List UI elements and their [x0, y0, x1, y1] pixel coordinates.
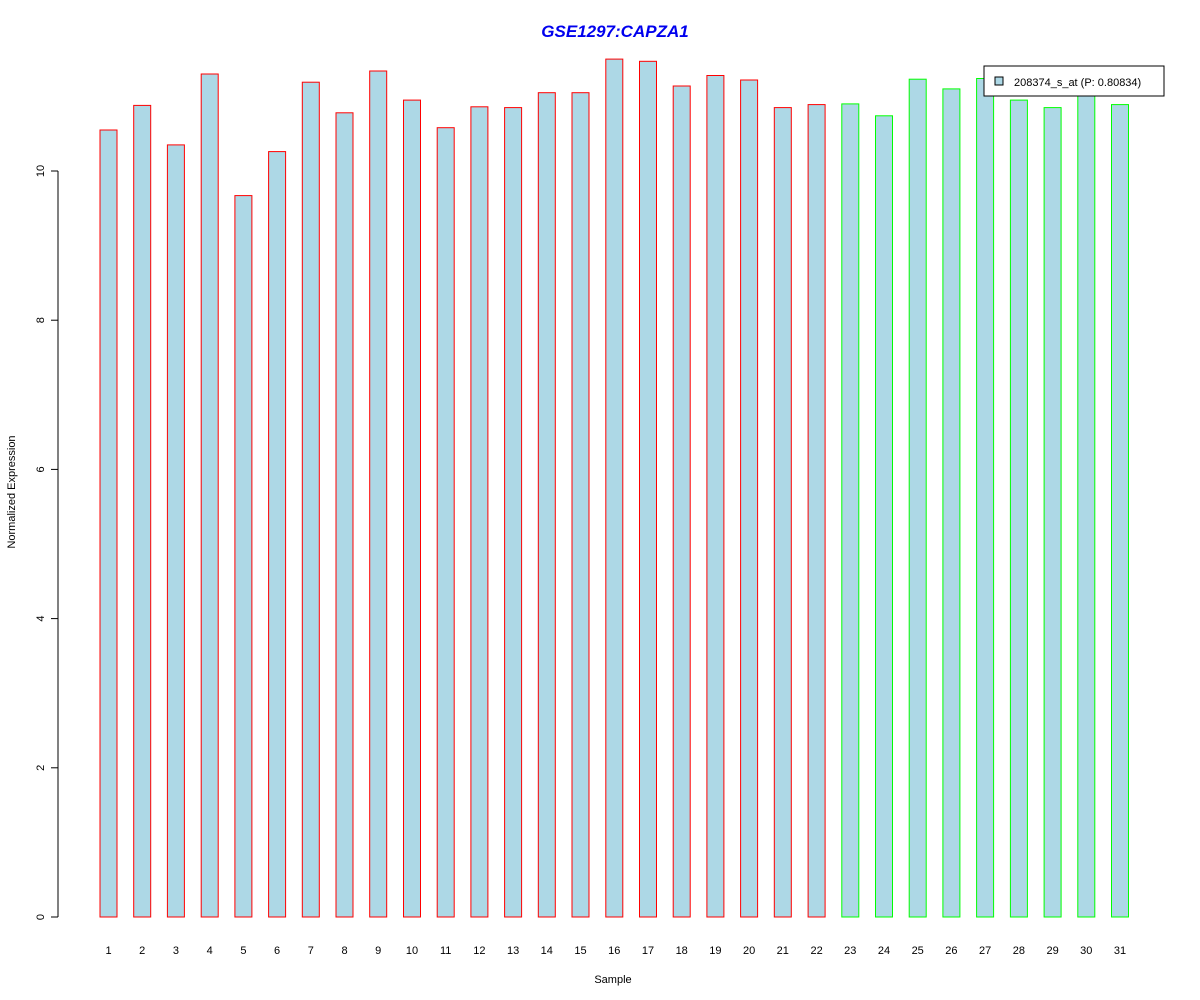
bar: [740, 79, 759, 918]
x-tick-label: 29: [1046, 945, 1058, 957]
bar: [841, 103, 860, 918]
bar: [369, 70, 388, 918]
bar: [436, 127, 455, 918]
x-tick-label: 25: [912, 945, 924, 957]
x-tick-label: 3: [173, 945, 179, 957]
x-tick-label: 15: [574, 945, 586, 957]
bar: [908, 78, 927, 918]
bar: [234, 195, 253, 918]
y-axis: 0 2 4 6 8 10: [35, 165, 59, 920]
x-tick-label: 2: [139, 945, 145, 957]
bar: [200, 73, 219, 918]
bar: [133, 104, 152, 918]
x-tick-label: 24: [878, 945, 890, 957]
legend: 208374_s_at (P: 0.80834): [983, 65, 1165, 97]
bar: [639, 60, 657, 918]
x-tick-label: 17: [642, 945, 654, 957]
legend-label: 208374_s_at (P: 0.80834): [1014, 77, 1141, 89]
x-tick-label: 21: [777, 945, 789, 957]
bar: [403, 99, 421, 918]
bar: [268, 151, 287, 918]
x-tick-label: 7: [308, 945, 314, 957]
x-tick-label: 30: [1080, 945, 1092, 957]
x-tick-label: 5: [240, 945, 246, 957]
y-tick-label: 0: [35, 914, 47, 920]
bar: [470, 106, 489, 918]
x-tick-label: 14: [541, 945, 553, 957]
bar-series: [99, 58, 1129, 918]
x-tick-label: 16: [608, 945, 620, 957]
bar: [1043, 107, 1062, 918]
bar: [706, 75, 725, 918]
bar: [672, 85, 691, 918]
x-tick-label: 10: [406, 945, 418, 957]
bar: [605, 58, 624, 918]
bar: [537, 92, 556, 918]
y-tick-label: 6: [35, 466, 47, 472]
x-tick-label: 19: [709, 945, 721, 957]
x-axis-tick-labels: 1 2 3 4 5 6 7 8 9 10 11 12 13 14 15 16 17 18 19 20 21 22 23 24 2…: [105, 945, 1126, 957]
x-tick-label: 18: [676, 945, 688, 957]
y-tick-label: 10: [35, 165, 47, 177]
bar: [773, 107, 792, 918]
x-tick-label: 8: [341, 945, 347, 957]
x-tick-label: 9: [375, 945, 381, 957]
bar: [976, 78, 995, 918]
bar: [1077, 94, 1096, 918]
bar: [99, 129, 118, 918]
x-tick-label: 31: [1114, 945, 1126, 957]
x-tick-label: 23: [844, 945, 856, 957]
bar: [807, 104, 826, 918]
x-tick-label: 20: [743, 945, 755, 957]
y-tick-label: 2: [35, 765, 47, 771]
x-tick-label: 12: [473, 945, 485, 957]
x-tick-label: 28: [1013, 945, 1025, 957]
chart-title: GSE1297:CAPZA1: [541, 22, 688, 41]
x-tick-label: 4: [207, 945, 213, 957]
bar: [301, 81, 320, 918]
y-axis-label: Normalized Expression: [6, 435, 18, 548]
bar: [1009, 99, 1028, 918]
y-tick-label: 8: [35, 317, 47, 323]
x-tick-label: 1: [105, 945, 111, 957]
bar: [1111, 104, 1129, 918]
bar: [335, 112, 354, 918]
y-tick-label: 4: [35, 616, 47, 622]
x-tick-label: 11: [440, 945, 451, 957]
bar: [875, 115, 893, 918]
x-tick-label: 22: [810, 945, 822, 957]
x-tick-label: 13: [507, 945, 519, 957]
bar: [571, 92, 590, 918]
bar: [942, 88, 961, 918]
x-tick-label: 27: [979, 945, 991, 957]
x-tick-label: 6: [274, 945, 280, 957]
x-tick-label: 26: [945, 945, 957, 957]
x-axis-label: Sample: [594, 974, 631, 986]
bar: [166, 144, 185, 918]
bar: [504, 107, 523, 918]
legend-box: [983, 65, 1165, 97]
legend-swatch: [994, 76, 1004, 86]
